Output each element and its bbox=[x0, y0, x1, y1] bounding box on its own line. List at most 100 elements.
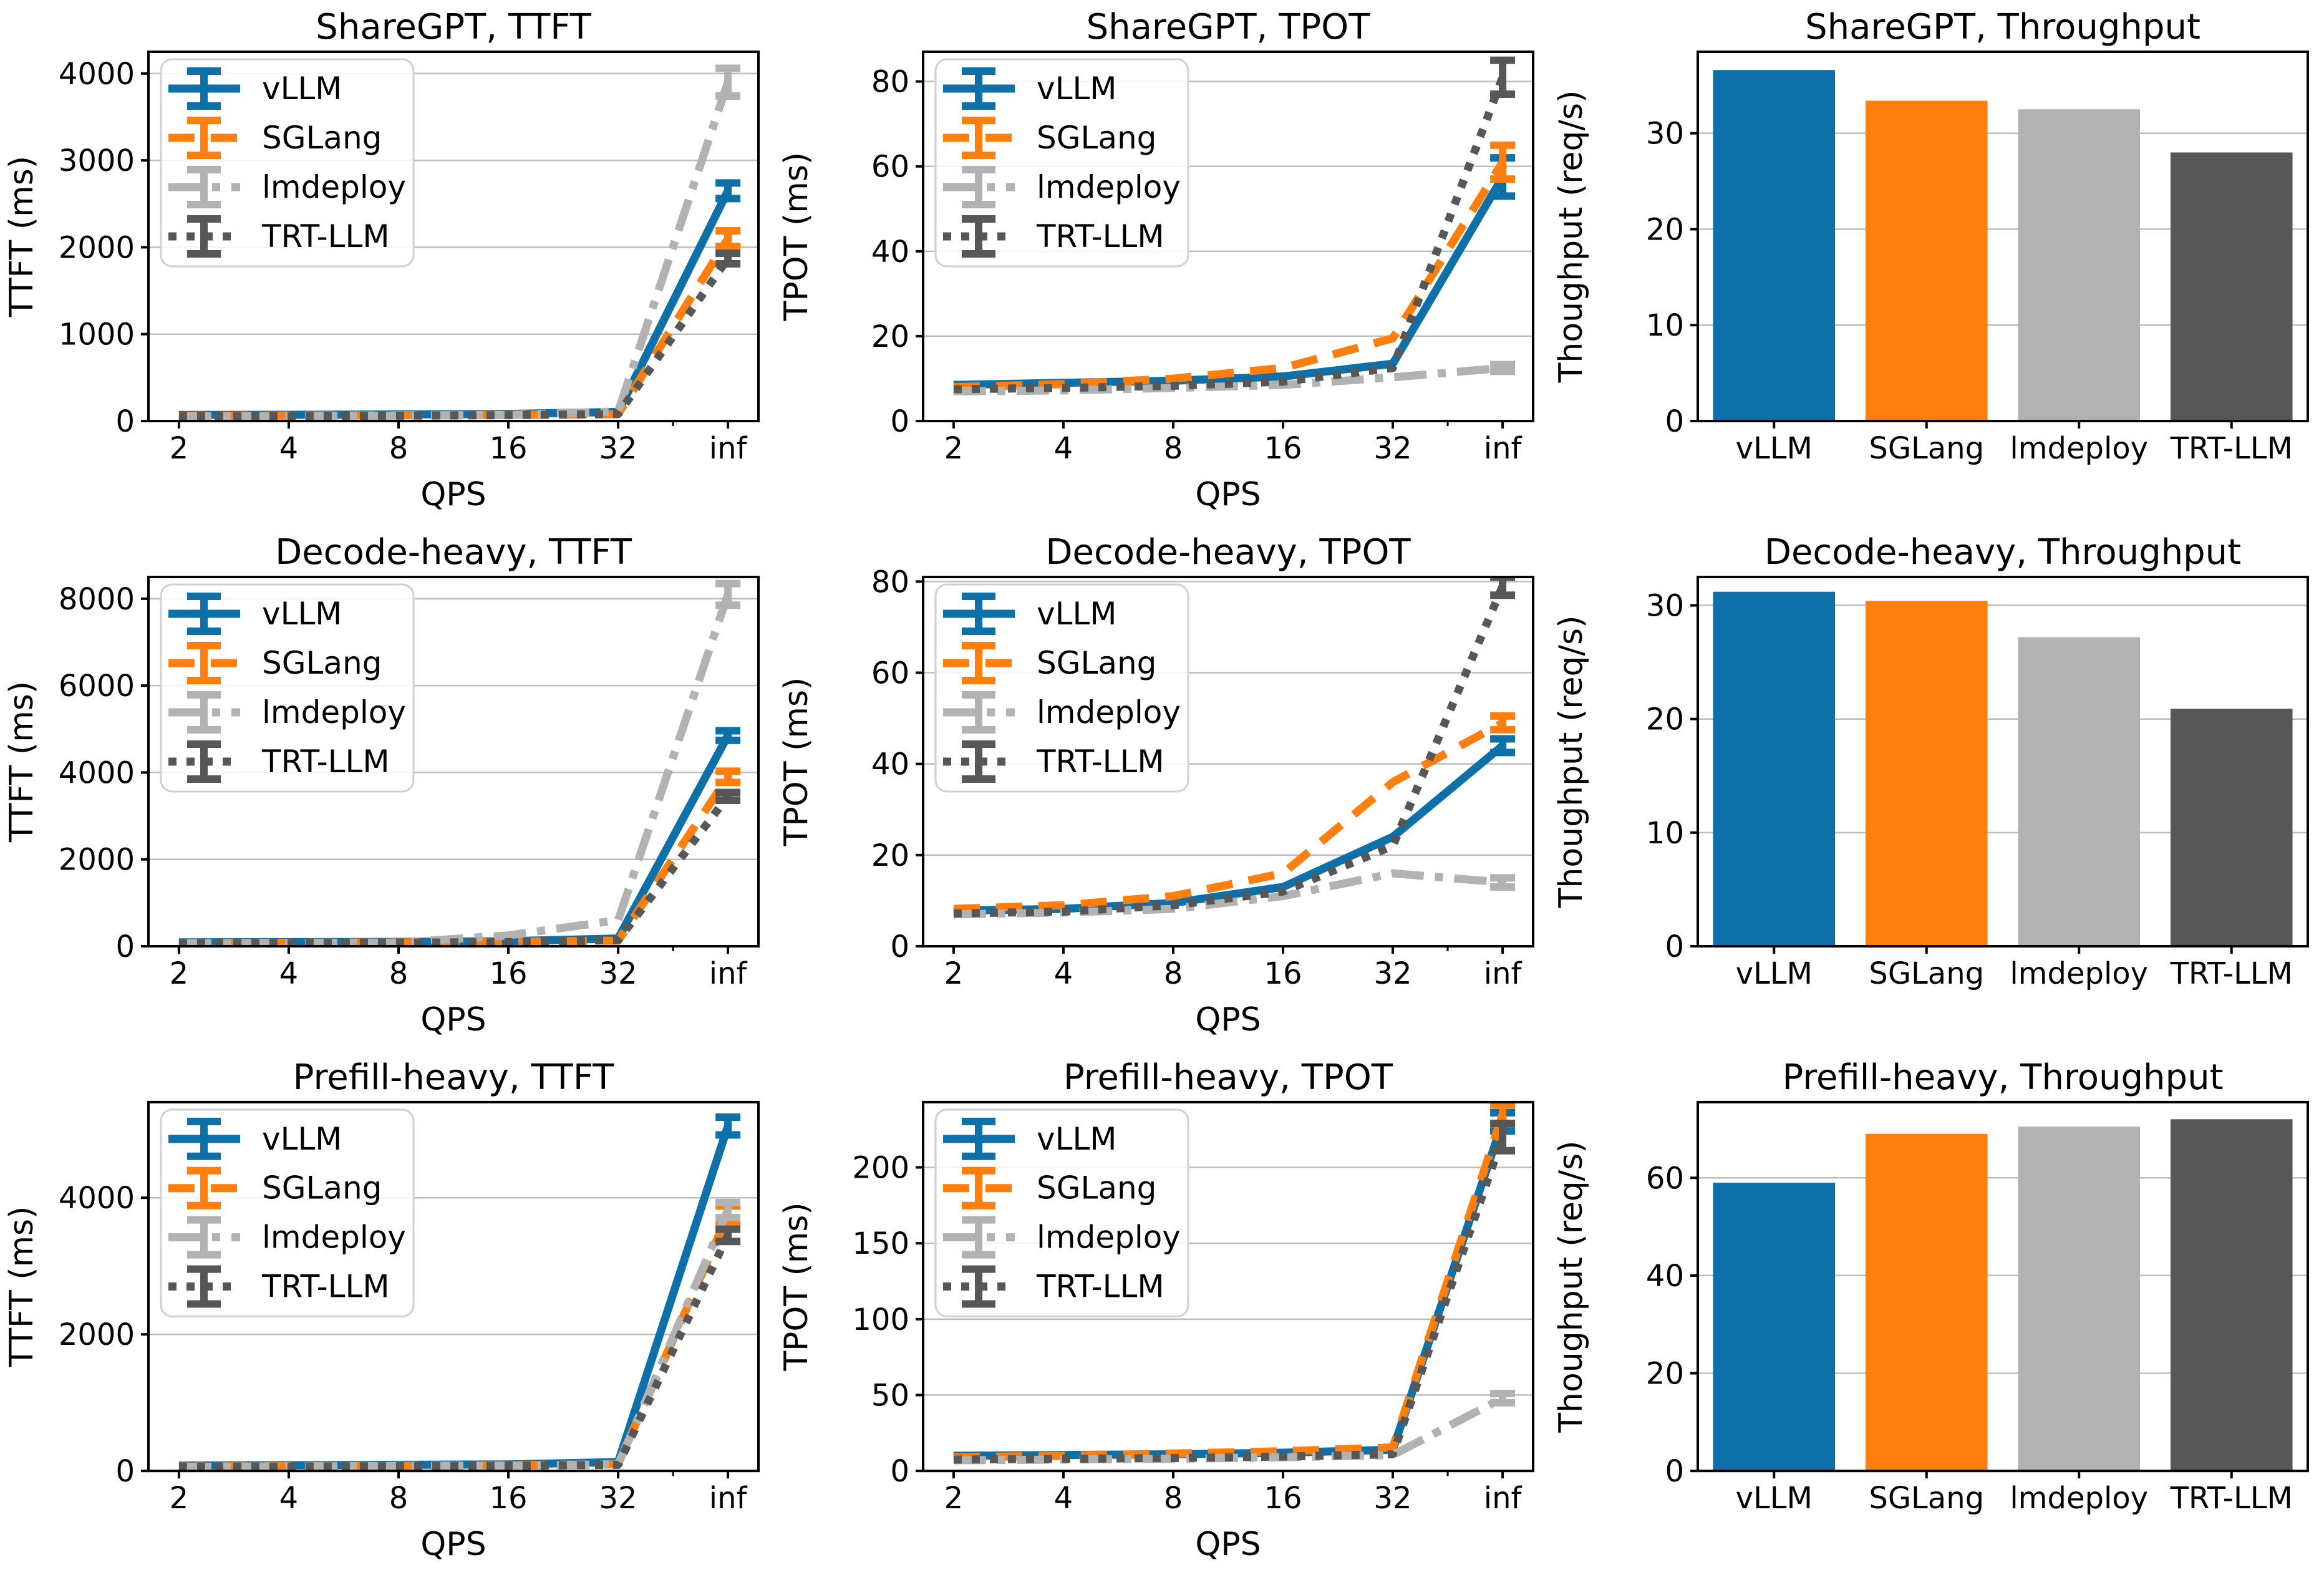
legend-box bbox=[160, 58, 415, 268]
legend: vLLM SGLang lmdeploy TRT-LLM bbox=[934, 583, 1189, 793]
x-axis-label: QPS bbox=[1195, 476, 1261, 513]
series-group bbox=[178, 1113, 741, 1471]
x-tick-label: 2 bbox=[170, 956, 189, 991]
x-tick-label: 2 bbox=[170, 431, 189, 466]
legend-label-vLLM: vLLM bbox=[262, 70, 342, 107]
y-axis-label: TTFT (ms) bbox=[3, 156, 41, 317]
legend: vLLM SGLang lmdeploy TRT-LLM bbox=[934, 1108, 1189, 1317]
legend-label-TRT-LLM: TRT-LLM bbox=[261, 218, 390, 254]
x-axis-label: QPS bbox=[420, 1001, 486, 1039]
bar-TRT-LLM bbox=[2170, 709, 2293, 946]
y-tick-label: 20 bbox=[1646, 212, 1684, 247]
legend-item-lmdeploy: lmdeploy bbox=[168, 1216, 406, 1259]
y-axis-label: TPOT (ms) bbox=[778, 1202, 815, 1371]
y-tick-label: 0 bbox=[115, 929, 135, 964]
y-tick-label: 0 bbox=[1665, 1454, 1684, 1489]
x-tick-label: inf bbox=[1484, 431, 1523, 466]
legend-item-SGLang: SGLang bbox=[943, 1166, 1156, 1209]
axes-spines bbox=[1697, 576, 2309, 947]
axes-spines bbox=[922, 51, 1534, 422]
legend-box bbox=[160, 1108, 415, 1317]
axes-spines bbox=[1697, 51, 2309, 422]
plot-canvas-prefill-heavy-throughput: 0 20 40 60 Thoughput (req/s) vLLM SGLang lmdepl… bbox=[1552, 1100, 2309, 1516]
legend-item-lmdeploy: lmdeploy bbox=[943, 691, 1181, 734]
bar-SGLang bbox=[1865, 601, 1988, 946]
legend-box bbox=[934, 58, 1189, 268]
y-tick-label: 0 bbox=[890, 929, 909, 964]
x-tick-label: 2 bbox=[944, 956, 964, 991]
axes-spines bbox=[1697, 1100, 2309, 1473]
legend-item-SGLang: SGLang bbox=[168, 117, 382, 159]
legend-label-vLLM: vLLM bbox=[262, 1121, 342, 1157]
chart-title: Decode-heavy, TPOT bbox=[1045, 532, 1411, 573]
y-tick-label: 4000 bbox=[59, 755, 135, 790]
y-tick-label: 200 bbox=[852, 1151, 909, 1186]
y-axis-label: Thoughput (req/s) bbox=[1552, 1141, 1590, 1433]
y-tick-label: 80 bbox=[871, 65, 909, 100]
chart-title: ShareGPT, Throughput bbox=[1805, 7, 2201, 47]
x-tick-label: 32 bbox=[599, 956, 637, 991]
legend-label-vLLM: vLLM bbox=[1037, 596, 1116, 632]
plot-canvas-sharegpt-tpot: 0 20 40 60 80 TPOT (ms) 2 4 8 16 32 inf QPS vLLM SGLan… bbox=[778, 51, 1534, 513]
x-tick-label: lmdeploy bbox=[2010, 1481, 2148, 1516]
x-tick-label: inf bbox=[1484, 1481, 1523, 1516]
legend-label-lmdeploy: lmdeploy bbox=[1037, 1219, 1181, 1256]
legend-label-SGLang: SGLang bbox=[1037, 120, 1156, 156]
legend-label-SGLang: SGLang bbox=[1037, 1170, 1156, 1206]
legend-label-SGLang: SGLang bbox=[262, 120, 382, 156]
subplot-prefill-heavy-ttft: Prefill-heavy, TTFT 0 2000 4000 TTFT (ms) 2 4… bbox=[0, 1050, 775, 1575]
subplot-prefill-heavy-tpot: Prefill-heavy, TPOT 0 50 100 150 200 TPOT (ms… bbox=[775, 1050, 1549, 1575]
x-tick-label: lmdeploy bbox=[2010, 956, 2148, 991]
chart-title: Prefill-heavy, TPOT bbox=[1063, 1057, 1393, 1098]
chart-title: Prefill-heavy, TTFT bbox=[293, 1057, 614, 1098]
bar-lmdeploy bbox=[2018, 109, 2141, 421]
legend-label-lmdeploy: lmdeploy bbox=[1037, 169, 1181, 205]
y-tick-label: 20 bbox=[1646, 1357, 1684, 1392]
x-tick-label: TRT-LLM bbox=[2170, 431, 2293, 466]
legend-label-lmdeploy: lmdeploy bbox=[1037, 694, 1181, 730]
legend-item-TRT-LLM: TRT-LLM bbox=[943, 215, 1164, 258]
y-axis-label: TTFT (ms) bbox=[3, 681, 41, 843]
chart-title: ShareGPT, TPOT bbox=[1086, 7, 1370, 47]
x-tick-label: 16 bbox=[489, 956, 527, 991]
x-tick-label: vLLM bbox=[1736, 1481, 1813, 1516]
x-tick-label: 32 bbox=[599, 431, 637, 466]
y-tick-label: 60 bbox=[871, 656, 909, 691]
legend-label-lmdeploy: lmdeploy bbox=[262, 694, 406, 730]
y-tick-label: 1000 bbox=[59, 317, 135, 352]
y-tick-label: 150 bbox=[852, 1226, 909, 1261]
legend-item-vLLM: vLLM bbox=[168, 1117, 342, 1160]
x-tick-label: inf bbox=[709, 431, 748, 466]
legend-label-TRT-LLM: TRT-LLM bbox=[1036, 744, 1164, 780]
axes-spines bbox=[147, 576, 760, 947]
legend-label-SGLang: SGLang bbox=[262, 1170, 382, 1206]
legend-label-TRT-LLM: TRT-LLM bbox=[261, 744, 390, 780]
x-tick-label: TRT-LLM bbox=[2170, 956, 2293, 991]
y-tick-label: 0 bbox=[115, 1454, 135, 1489]
series-group bbox=[953, 577, 1516, 919]
legend-item-lmdeploy: lmdeploy bbox=[943, 166, 1181, 208]
legend-label-vLLM: vLLM bbox=[1037, 70, 1116, 107]
series-line-TRT-LLM bbox=[178, 793, 732, 946]
bar-SGLang bbox=[1865, 1133, 1988, 1471]
series-line-SGLang bbox=[953, 719, 1505, 913]
legend-item-SGLang: SGLang bbox=[168, 1166, 382, 1209]
x-tick-label: 32 bbox=[1374, 1481, 1412, 1516]
y-tick-label: 0 bbox=[1665, 404, 1684, 439]
y-tick-label: 40 bbox=[1646, 1259, 1684, 1294]
y-tick-label: 30 bbox=[1646, 117, 1684, 152]
legend: vLLM SGLang lmdeploy TRT-LLM bbox=[934, 58, 1189, 268]
series-group bbox=[953, 1102, 1516, 1465]
legend-item-lmdeploy: lmdeploy bbox=[168, 691, 406, 734]
legend: vLLM SGLang lmdeploy TRT-LLM bbox=[160, 1108, 415, 1317]
legend-item-TRT-LLM: TRT-LLM bbox=[943, 740, 1164, 783]
x-tick-label: 8 bbox=[1164, 1481, 1183, 1516]
x-tick-label: 16 bbox=[1264, 431, 1302, 466]
axes-spines bbox=[922, 576, 1534, 947]
legend: vLLM SGLang lmdeploy TRT-LLM bbox=[160, 58, 415, 268]
series-line-TRT-LLM bbox=[953, 75, 1507, 394]
plot-canvas-decode-heavy-throughput: 0 10 20 30 Thoughput (req/s) vLLM SGLang lmdepl… bbox=[1552, 576, 2309, 991]
y-tick-label: 20 bbox=[871, 838, 909, 873]
y-tick-label: 2000 bbox=[59, 843, 135, 878]
legend-item-TRT-LLM: TRT-LLM bbox=[168, 215, 390, 258]
